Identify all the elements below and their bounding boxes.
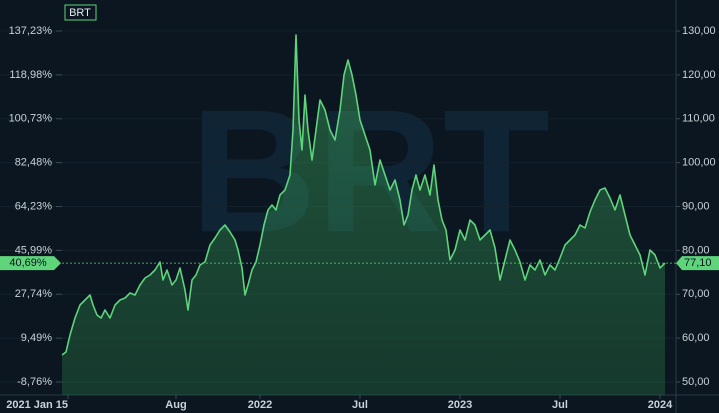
x-tick-label: Aug: [165, 399, 186, 411]
y2-tick-label: 100,00: [682, 157, 716, 169]
last-price-label: 77,10: [684, 257, 712, 269]
last-price-box: [676, 256, 719, 271]
y2-tick-label: 90,00: [682, 200, 710, 212]
x-tick-label: Jul: [352, 399, 368, 411]
last-percent-label: 40,69%: [9, 257, 47, 269]
y2-tick-label: 130,00: [682, 25, 716, 37]
y-tick-label: 9,49%: [21, 332, 52, 344]
x-tick-label: Jul: [552, 399, 568, 411]
area: [62, 35, 665, 395]
legend-label: BRT: [69, 7, 91, 19]
y2-tick-label: 110,00: [682, 113, 715, 125]
x-tick-label: 2022: [248, 399, 272, 411]
y-tick-label: -8,76%: [17, 376, 52, 388]
y2-tick-label: 80,00: [682, 244, 710, 256]
y-tick-label: 27,74%: [15, 288, 53, 300]
y2-tick-label: 60,00: [682, 332, 710, 344]
legend: BRT: [64, 4, 97, 21]
y2-tick-label: 120,00: [682, 69, 716, 81]
x-tick-label: 2024: [648, 399, 673, 411]
y-tick-label: 118,98%: [9, 69, 52, 81]
x-tick-label: 2023: [448, 399, 472, 411]
x-tick-label: 2021 Jan 15: [6, 399, 68, 411]
line: [61, 34, 666, 356]
last-percent-box: [0, 256, 61, 271]
y-tick-label: 137,23%: [9, 25, 53, 37]
y2-tick-label: 70,00: [682, 288, 710, 300]
y-tick-label: 100,73%: [9, 113, 53, 125]
y-tick-label: 64,23%: [15, 200, 53, 212]
y2-tick-label: 50,00: [682, 376, 710, 388]
y-tick-label: 82,48%: [15, 157, 53, 169]
legend-box: [64, 4, 97, 21]
y-tick-label: 45,99%: [15, 244, 53, 256]
